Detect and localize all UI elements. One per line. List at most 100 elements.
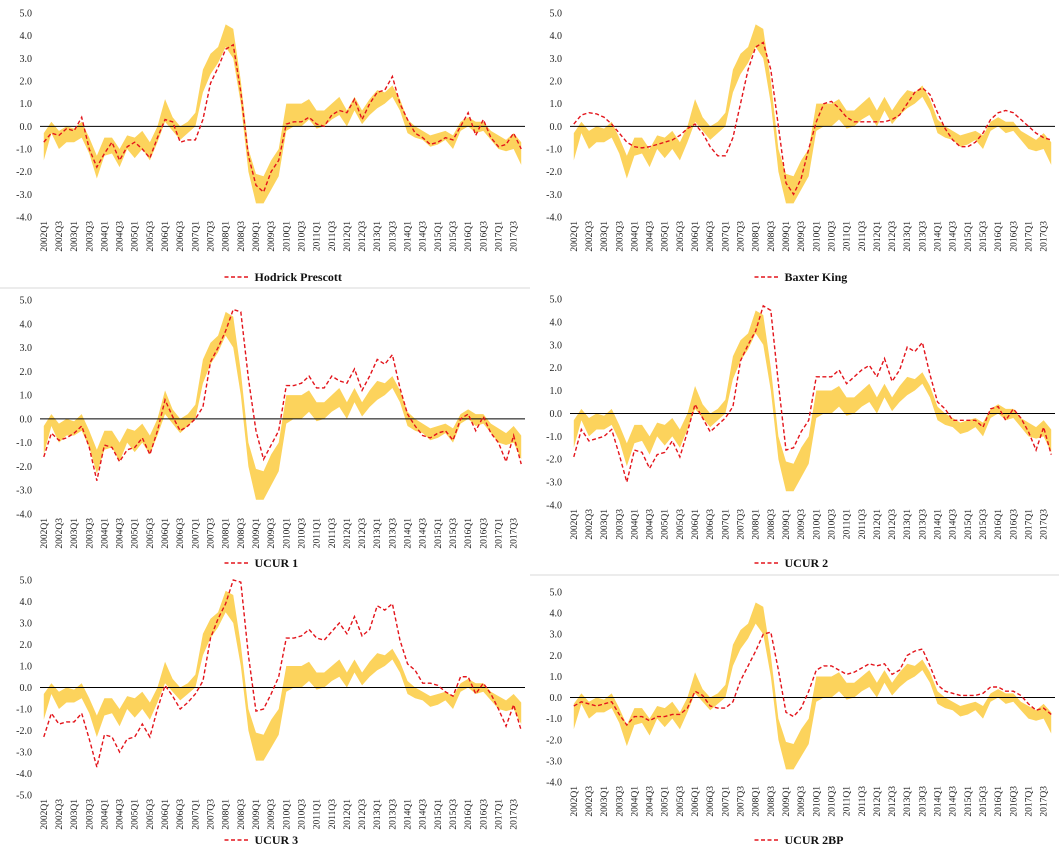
y-tick-label: -1.0 bbox=[546, 432, 562, 443]
x-tick-label: 2017Q1 bbox=[494, 799, 504, 830]
x-tick-label: 2013Q1 bbox=[903, 509, 913, 540]
x-tick-label: 2013Q3 bbox=[918, 509, 928, 540]
x-tick-label: 2011Q1 bbox=[843, 786, 853, 817]
x-tick-label: 2014Q1 bbox=[404, 518, 414, 549]
x-tick-label: 2017Q3 bbox=[1040, 509, 1050, 540]
y-tick-label: -2.0 bbox=[546, 455, 562, 466]
x-tick-label: 2002Q3 bbox=[585, 786, 595, 817]
x-tick-label: 2013Q1 bbox=[373, 799, 383, 830]
x-tick-label: 2012Q1 bbox=[343, 799, 353, 830]
x-tick-label: 2004Q3 bbox=[116, 799, 126, 830]
range-band bbox=[43, 311, 522, 500]
x-tick-label: 2014Q3 bbox=[949, 509, 959, 540]
x-tick-label: 2007Q1 bbox=[191, 799, 201, 830]
y-tick-label: 5.0 bbox=[20, 296, 33, 307]
x-tick-label: 2009Q1 bbox=[782, 221, 792, 252]
y-tick-label: 4.0 bbox=[550, 317, 563, 328]
y-tick-label: -2.0 bbox=[16, 167, 32, 178]
x-tick-label: 2016Q3 bbox=[1009, 221, 1019, 252]
x-tick-label: 2007Q1 bbox=[191, 221, 201, 252]
x-tick-label: 2006Q1 bbox=[161, 518, 171, 549]
x-tick-label: 2011Q1 bbox=[843, 509, 853, 540]
x-tick-label: 2008Q3 bbox=[767, 221, 777, 252]
x-tick-label: 2011Q1 bbox=[843, 221, 853, 252]
x-tick-label: 2013Q1 bbox=[903, 786, 913, 817]
x-tick-label: 2015Q1 bbox=[434, 799, 444, 830]
y-tick-label: 4.0 bbox=[20, 319, 33, 330]
x-tick-label: 2006Q1 bbox=[161, 221, 171, 252]
legend-label: UCUR 2BP bbox=[785, 833, 844, 847]
x-tick-label: 2009Q1 bbox=[252, 518, 262, 549]
x-tick-label: 2002Q3 bbox=[585, 221, 595, 252]
x-tick-label: 2014Q1 bbox=[934, 786, 944, 817]
chart-panel: 5.0 4.0 3.0 2.0 1.0 0.0 -1.0 -2.0 -3.0 -4.0 -5.0 20… bbox=[16, 576, 525, 847]
x-tick-label: 2016Q1 bbox=[464, 221, 474, 252]
x-tick-label: 2004Q3 bbox=[646, 786, 656, 817]
y-tick-label: 1.0 bbox=[20, 391, 33, 402]
x-tick-label: 2012Q1 bbox=[343, 221, 353, 252]
x-tick-label: 2004Q3 bbox=[116, 518, 126, 549]
x-tick-label: 2014Q3 bbox=[949, 221, 959, 252]
x-tick-label: 2010Q3 bbox=[827, 509, 837, 540]
x-tick-label: 2015Q3 bbox=[979, 509, 989, 540]
x-tick-label: 2016Q1 bbox=[994, 786, 1004, 817]
x-tick-label: 2006Q1 bbox=[691, 786, 701, 817]
x-tick-label: 2009Q1 bbox=[252, 221, 262, 252]
series-line bbox=[43, 43, 522, 194]
range-band bbox=[43, 590, 522, 761]
y-tick-label: 5.0 bbox=[550, 295, 563, 306]
x-tick-label: 2003Q3 bbox=[615, 509, 625, 540]
series-line bbox=[43, 579, 522, 768]
x-tick-label: 2002Q3 bbox=[55, 518, 65, 549]
chart-panel: 5.0 4.0 3.0 2.0 1.0 0.0 -1.0 -2.0 -3.0 -4.0 2002Q1… bbox=[546, 9, 1055, 284]
x-tick-label: 2004Q3 bbox=[646, 221, 656, 252]
x-tick-label: 2003Q1 bbox=[600, 221, 610, 252]
y-tick-label: 3.0 bbox=[550, 630, 563, 641]
y-tick-label: 2.0 bbox=[550, 363, 563, 374]
x-tick-label: 2012Q3 bbox=[888, 786, 898, 817]
x-tick-label: 2017Q1 bbox=[1024, 509, 1034, 540]
x-tick-label: 2012Q1 bbox=[873, 221, 883, 252]
x-tick-label: 2013Q3 bbox=[918, 786, 928, 817]
x-tick-label: 2008Q3 bbox=[237, 221, 247, 252]
x-tick-label: 2013Q3 bbox=[388, 799, 398, 830]
x-tick-label: 2008Q1 bbox=[222, 221, 232, 252]
x-tick-label: 2011Q3 bbox=[858, 786, 868, 817]
x-tick-label: 2010Q3 bbox=[297, 221, 307, 252]
x-tick-label: 2007Q3 bbox=[207, 799, 217, 830]
x-tick-label: 2010Q1 bbox=[282, 221, 292, 252]
x-tick-label: 2004Q1 bbox=[630, 221, 640, 252]
x-tick-label: 2005Q1 bbox=[661, 786, 671, 817]
x-tick-label: 2002Q1 bbox=[40, 799, 50, 830]
x-tick-label: 2002Q1 bbox=[570, 786, 580, 817]
x-tick-label: 2006Q3 bbox=[176, 799, 186, 830]
x-tick-label: 2012Q3 bbox=[888, 509, 898, 540]
x-tick-label: 2011Q1 bbox=[313, 518, 323, 549]
x-tick-label: 2017Q1 bbox=[1024, 221, 1034, 252]
x-tick-label: 2017Q3 bbox=[1040, 786, 1050, 817]
x-tick-label: 2014Q1 bbox=[404, 799, 414, 830]
y-tick-label: -5.0 bbox=[16, 791, 32, 802]
y-tick-label: -4.0 bbox=[546, 501, 562, 512]
x-tick-label: 2008Q1 bbox=[752, 221, 762, 252]
x-tick-label: 2015Q3 bbox=[449, 221, 459, 252]
x-tick-label: 2009Q1 bbox=[252, 799, 262, 830]
chart-panel: 5.0 4.0 3.0 2.0 1.0 0.0 -1.0 -2.0 -3.0 -4.0 2002Q1… bbox=[546, 295, 1055, 570]
y-tick-label: 0.0 bbox=[550, 122, 563, 133]
x-tick-label: 2017Q1 bbox=[494, 518, 504, 549]
x-tick-label: 2015Q3 bbox=[449, 799, 459, 830]
series-line bbox=[43, 308, 522, 481]
y-tick-label: -2.0 bbox=[16, 726, 32, 737]
x-tick-label: 2017Q3 bbox=[510, 518, 520, 549]
x-tick-label: 2012Q1 bbox=[873, 786, 883, 817]
x-tick-label: 2012Q1 bbox=[343, 518, 353, 549]
legend-label: UCUR 1 bbox=[255, 556, 299, 570]
x-tick-label: 2010Q3 bbox=[827, 221, 837, 252]
x-tick-label: 2006Q3 bbox=[706, 221, 716, 252]
y-tick-label: 1.0 bbox=[550, 99, 563, 110]
x-tick-label: 2015Q3 bbox=[979, 786, 989, 817]
y-tick-label: -1.0 bbox=[546, 714, 562, 725]
x-tick-label: 2005Q1 bbox=[661, 509, 671, 540]
y-tick-label: -3.0 bbox=[16, 486, 32, 497]
y-tick-label: -4.0 bbox=[16, 213, 32, 224]
